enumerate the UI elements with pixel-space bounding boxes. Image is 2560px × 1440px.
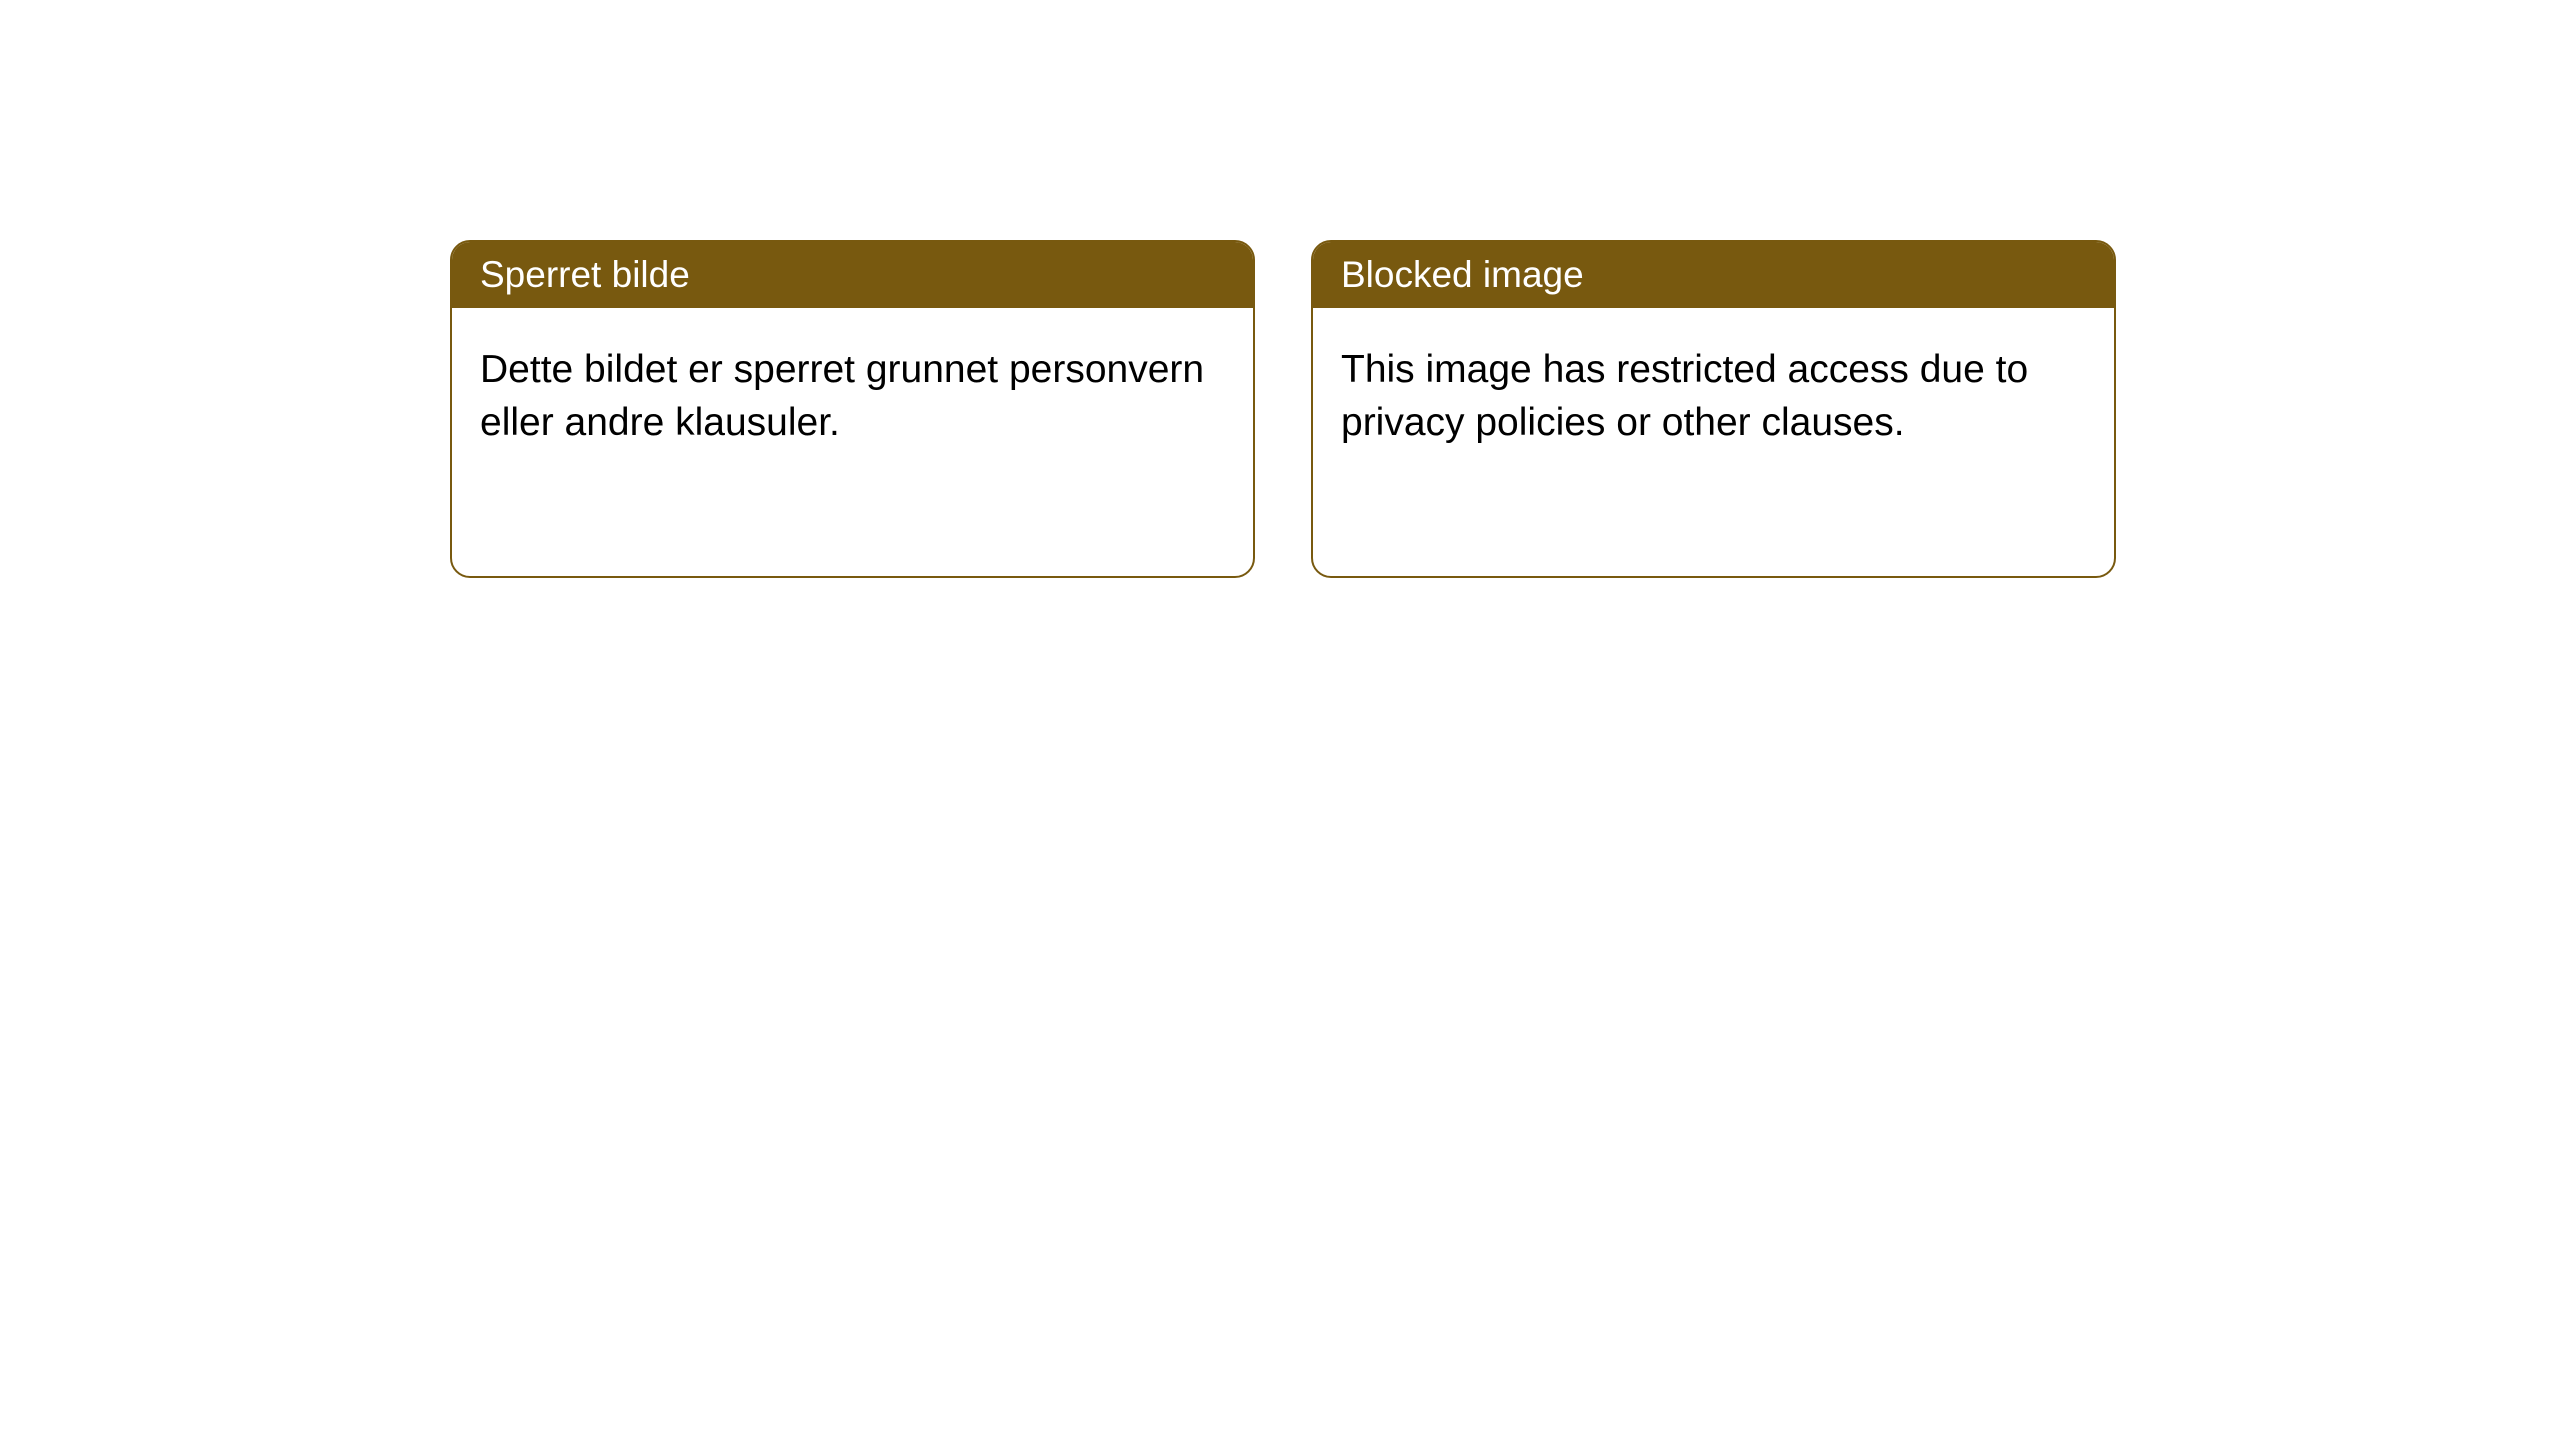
- notice-card-english: Blocked image This image has restricted …: [1311, 240, 2116, 578]
- notice-message: Dette bildet er sperret grunnet personve…: [480, 348, 1204, 444]
- notice-title: Blocked image: [1341, 254, 1584, 295]
- notice-body: This image has restricted access due to …: [1313, 308, 2114, 485]
- notice-card-norwegian: Sperret bilde Dette bildet er sperret gr…: [450, 240, 1255, 578]
- notice-title: Sperret bilde: [480, 254, 690, 295]
- notice-message: This image has restricted access due to …: [1341, 348, 2028, 444]
- notice-header: Sperret bilde: [452, 242, 1253, 308]
- notice-header: Blocked image: [1313, 242, 2114, 308]
- notices-container: Sperret bilde Dette bildet er sperret gr…: [0, 0, 2560, 578]
- notice-body: Dette bildet er sperret grunnet personve…: [452, 308, 1253, 485]
